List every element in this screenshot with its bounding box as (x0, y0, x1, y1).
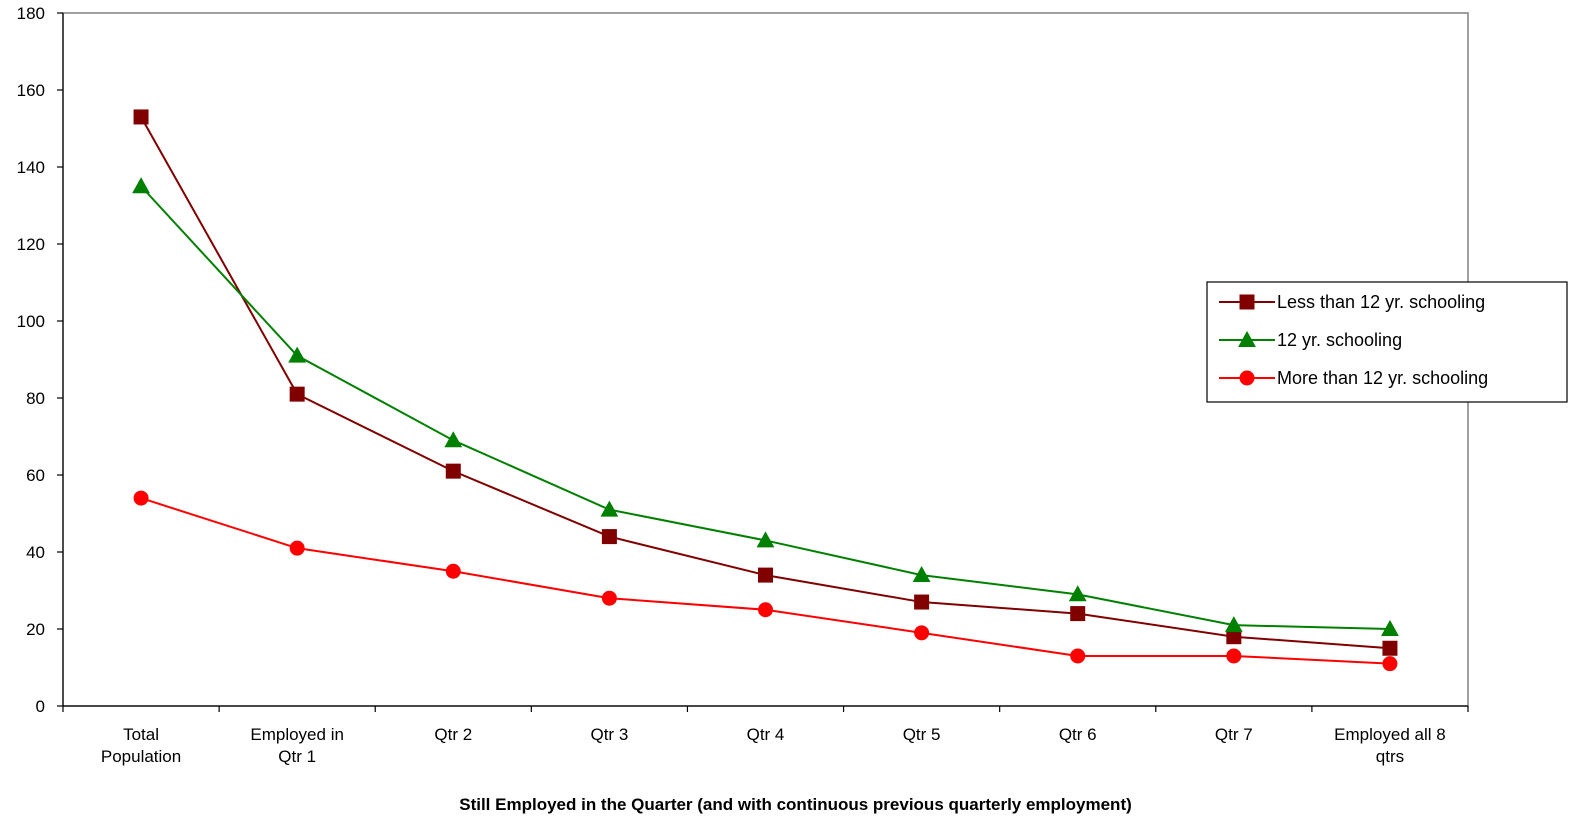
data-point (289, 540, 305, 556)
legend-label: More than 12 yr. schooling (1277, 368, 1488, 388)
series-3 (133, 490, 1398, 672)
x-axis: Total Population Employed in Qtr 1 Qtr 2 Qtr … (62, 705, 1469, 766)
x-tick-label: Employed in Qtr 1 (250, 725, 344, 766)
data-point (1382, 640, 1398, 656)
y-tick-label: 0 (36, 697, 45, 716)
series-2 (132, 177, 1399, 636)
y-tick-label: 140 (17, 158, 45, 177)
legend-marker (1239, 294, 1255, 310)
legend: Less than 12 yr. schooling 12 yr. schooli… (1206, 281, 1568, 403)
data-point (1070, 606, 1086, 622)
data-point (1224, 616, 1243, 633)
y-tick-label: 20 (26, 620, 45, 639)
data-point (1070, 648, 1086, 664)
data-point (758, 567, 773, 583)
data-point (1068, 585, 1087, 602)
data-point (289, 386, 305, 402)
x-tick-label: Employed all 8 qtrs (1334, 725, 1446, 766)
legend-item: Less than 12 yr. schooling (1219, 292, 1485, 312)
data-point (1226, 648, 1242, 664)
series-layer (132, 109, 1399, 672)
y-tick-label: 180 (17, 4, 45, 23)
legend-label: Less than 12 yr. schooling (1277, 292, 1485, 312)
y-tick-label: 100 (17, 312, 45, 331)
y-tick-label: 160 (17, 81, 45, 100)
legend-item: More than 12 yr. schooling (1219, 368, 1488, 388)
data-point (601, 590, 617, 606)
x-tick-label: Qtr 3 (590, 725, 628, 744)
x-tick-label: Qtr 6 (1059, 725, 1097, 744)
series-line (140, 185, 1390, 630)
legend-label: 12 yr. schooling (1277, 330, 1402, 350)
y-axis: 0 20 40 60 80 100 120 140 160 180 (17, 4, 64, 716)
data-point (758, 602, 773, 618)
data-point (445, 463, 461, 479)
data-point (600, 500, 619, 517)
legend-marker (1239, 370, 1255, 386)
legend-marker (1238, 330, 1256, 347)
data-point (133, 109, 149, 125)
x-tick-label: Qtr 4 (747, 725, 785, 744)
data-point (1382, 656, 1398, 672)
data-point (914, 594, 930, 610)
data-point (445, 563, 461, 579)
data-point (912, 566, 931, 583)
data-point (288, 346, 307, 363)
y-tick-label: 120 (17, 235, 45, 254)
series-1 (133, 109, 1398, 656)
x-axis-title: Still Employed in the Quarter (and with … (459, 795, 1132, 814)
data-point (914, 625, 930, 641)
x-tick-label: Qtr 5 (903, 725, 941, 744)
x-tick-label: Qtr 2 (434, 725, 472, 744)
x-tick-label: Qtr 7 (1215, 725, 1253, 744)
data-point (444, 431, 463, 448)
data-point (132, 177, 150, 194)
y-tick-label: 60 (26, 466, 45, 485)
x-tick-label: Total Population (101, 725, 181, 766)
legend-item: 12 yr. schooling (1219, 330, 1402, 350)
data-point (133, 490, 149, 506)
data-point (1381, 619, 1399, 636)
y-tick-label: 40 (26, 543, 45, 562)
data-point (601, 529, 617, 545)
data-point (756, 531, 775, 548)
y-tick-label: 80 (26, 389, 45, 408)
